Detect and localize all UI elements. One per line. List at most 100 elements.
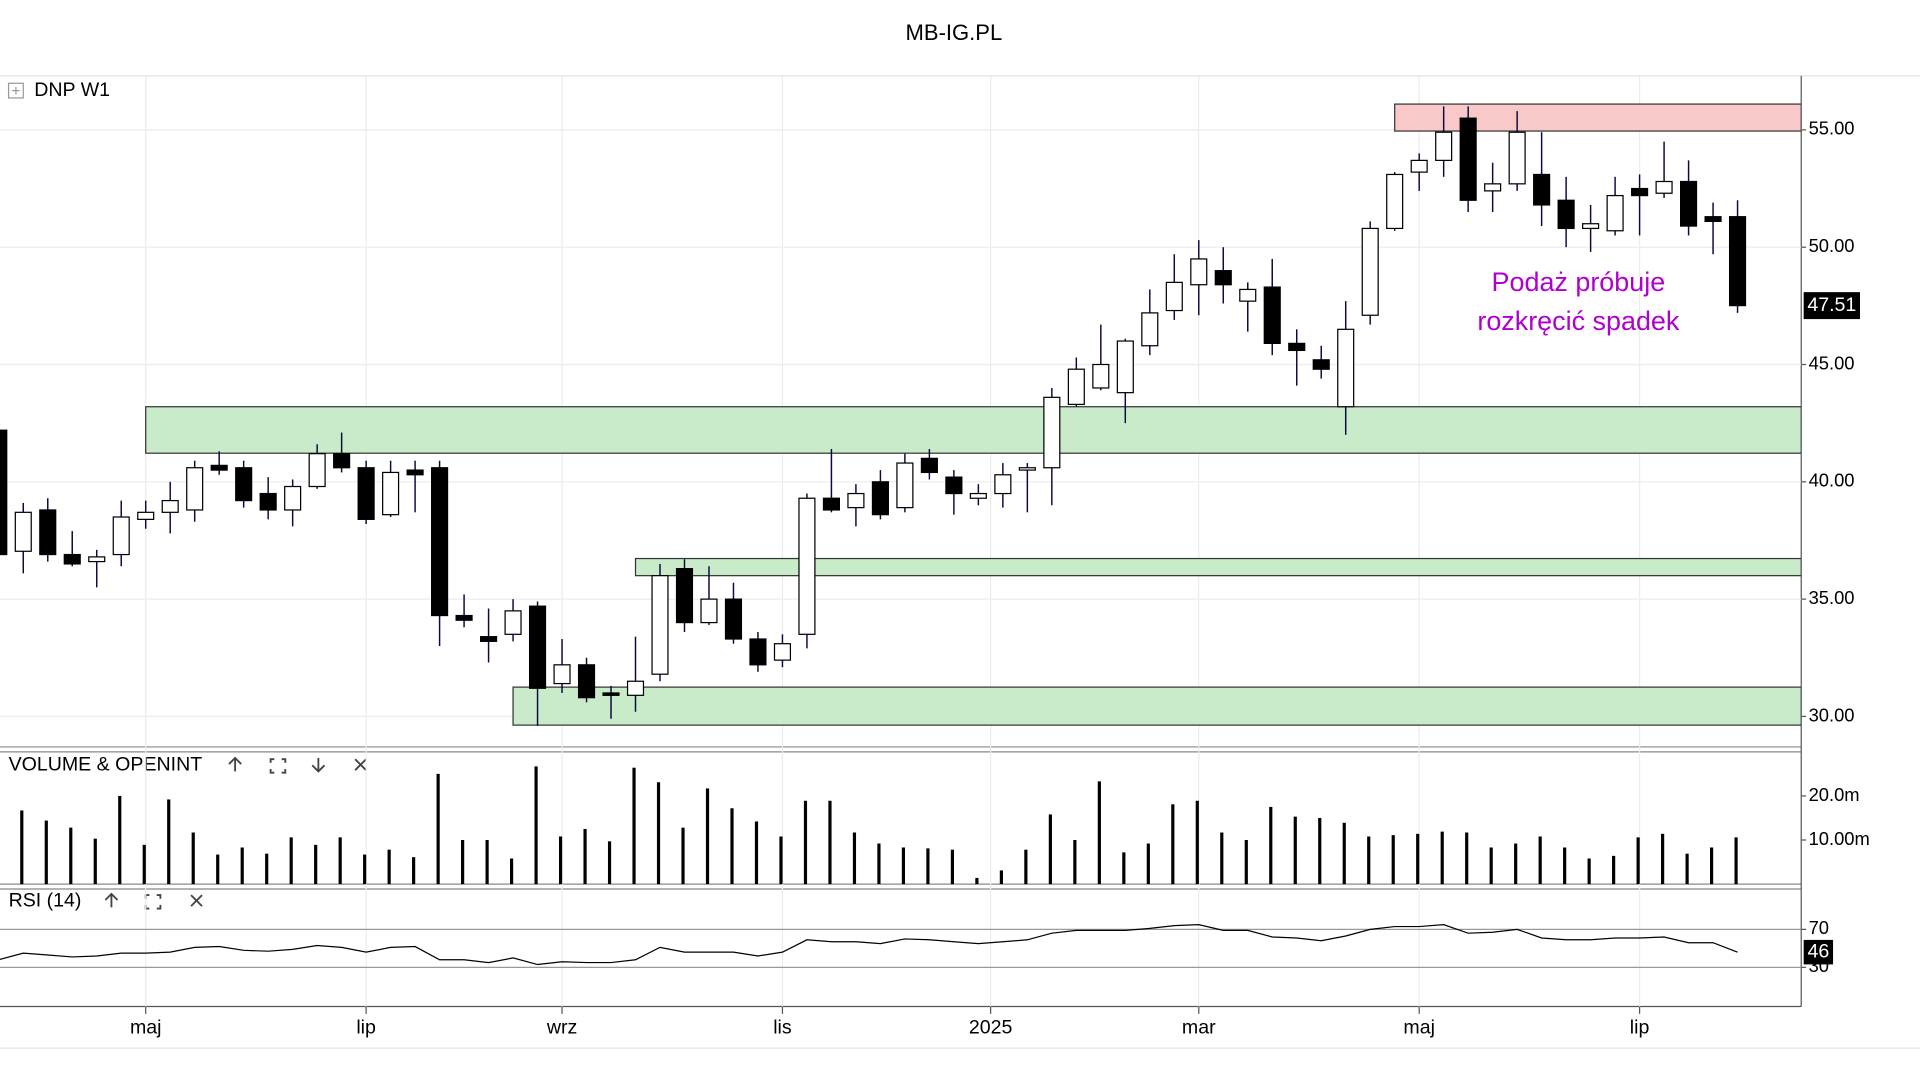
candle-body bbox=[798, 497, 816, 635]
volume-bar bbox=[656, 782, 661, 885]
candle-body bbox=[1337, 328, 1355, 408]
candle-body bbox=[1043, 396, 1061, 469]
volume-bar bbox=[1514, 843, 1518, 885]
volume-bar bbox=[1489, 847, 1493, 885]
candle-body bbox=[1165, 281, 1183, 312]
close-icon[interactable] bbox=[190, 894, 203, 907]
y-tick-label: 55.00 bbox=[1809, 118, 1855, 139]
maximize-icon[interactable] bbox=[269, 758, 287, 774]
candle-body bbox=[1361, 227, 1379, 316]
candle-body bbox=[1704, 216, 1722, 222]
candle-body bbox=[1141, 312, 1159, 347]
candle-body bbox=[577, 664, 596, 699]
volume-bar bbox=[1685, 853, 1689, 885]
volume-bar bbox=[1612, 855, 1616, 885]
volume-bar bbox=[93, 838, 97, 885]
volume-bar bbox=[387, 849, 391, 885]
candle-body bbox=[1239, 288, 1257, 302]
volume-bar bbox=[901, 847, 906, 885]
candle-body bbox=[1116, 340, 1134, 394]
move-up-icon[interactable] bbox=[104, 892, 119, 908]
x-tick-label: maj bbox=[1403, 1017, 1435, 1039]
candle-body bbox=[406, 469, 424, 476]
y-tick-label: 35.00 bbox=[1809, 587, 1855, 608]
candle-body bbox=[553, 664, 571, 685]
candle-body bbox=[1018, 467, 1036, 471]
volume-bar bbox=[1048, 814, 1052, 885]
y-tick-label: 50.00 bbox=[1809, 235, 1855, 256]
candle-body bbox=[161, 499, 179, 513]
page-title: MB-IG.PL bbox=[906, 20, 1003, 45]
x-tick-label: maj bbox=[130, 1017, 162, 1039]
candle-body bbox=[1067, 368, 1085, 406]
volume-bar bbox=[412, 857, 416, 885]
volume-bar bbox=[20, 810, 24, 885]
volume-bar bbox=[265, 853, 269, 885]
volume-bar bbox=[338, 837, 342, 885]
candle-body bbox=[896, 462, 914, 509]
volume-bar bbox=[363, 854, 367, 885]
move-up-icon[interactable] bbox=[228, 756, 242, 772]
candle-body bbox=[1728, 216, 1747, 307]
zone bbox=[512, 686, 1802, 726]
x-tick-label: lis bbox=[773, 1017, 792, 1039]
candle-body bbox=[308, 453, 326, 488]
candle-body bbox=[675, 568, 694, 624]
expand-icon[interactable] bbox=[7, 82, 24, 99]
volume-bar bbox=[118, 795, 122, 885]
candle-body bbox=[1655, 180, 1673, 194]
volume-bar bbox=[216, 854, 220, 885]
volume-bar bbox=[1416, 833, 1420, 885]
candle-body bbox=[1459, 117, 1477, 201]
volume-bar bbox=[877, 843, 881, 885]
volume-bar bbox=[1342, 822, 1346, 885]
x-tick-label: wrz bbox=[546, 1017, 577, 1039]
volume-bar bbox=[1024, 849, 1028, 885]
volume-bar bbox=[1220, 832, 1224, 885]
annotation: rozkręcić spadek bbox=[1477, 306, 1680, 336]
candle-body bbox=[871, 481, 889, 516]
candle-body bbox=[602, 692, 620, 696]
volume-bar bbox=[950, 849, 954, 885]
volume-bar bbox=[558, 836, 563, 885]
volume-bar bbox=[1538, 836, 1542, 885]
volume-bar bbox=[730, 808, 734, 885]
volume-bar bbox=[534, 766, 538, 885]
candle-body bbox=[1190, 258, 1208, 286]
close-icon[interactable] bbox=[354, 758, 367, 771]
candle-body bbox=[1263, 286, 1281, 345]
volume-bar bbox=[1195, 800, 1199, 885]
panel-title: DNP W1 bbox=[34, 79, 110, 101]
candle-body bbox=[431, 467, 449, 617]
x-tick-label: lip bbox=[1630, 1017, 1650, 1039]
candle-body bbox=[382, 471, 400, 516]
volume-bar bbox=[1661, 833, 1665, 885]
volume-bar bbox=[1391, 835, 1395, 885]
candle-body bbox=[504, 610, 522, 635]
move-down-icon[interactable] bbox=[311, 757, 326, 773]
candle-body bbox=[749, 638, 767, 666]
y-tick-label: 20.0m bbox=[1809, 784, 1860, 805]
candle-body bbox=[700, 598, 718, 624]
volume-bar bbox=[1097, 781, 1101, 885]
candle-body bbox=[14, 511, 32, 552]
candle-body bbox=[651, 575, 669, 675]
volume-bar bbox=[1710, 847, 1714, 885]
candle-body bbox=[137, 511, 155, 520]
candle-body bbox=[88, 556, 106, 563]
volume-bar bbox=[240, 847, 244, 885]
volume-bar bbox=[1244, 840, 1248, 885]
volume-bar bbox=[44, 820, 48, 885]
volume-bar bbox=[289, 837, 293, 885]
candle-body bbox=[455, 614, 473, 621]
candle-body bbox=[1606, 194, 1624, 232]
candle-body bbox=[259, 492, 277, 511]
candle-body bbox=[1508, 131, 1526, 185]
volume-bar bbox=[999, 870, 1003, 885]
volume-bar bbox=[926, 848, 930, 885]
volume-bar bbox=[1073, 840, 1077, 885]
volume-bar bbox=[583, 828, 587, 885]
x-tick-label: 2025 bbox=[969, 1017, 1013, 1039]
